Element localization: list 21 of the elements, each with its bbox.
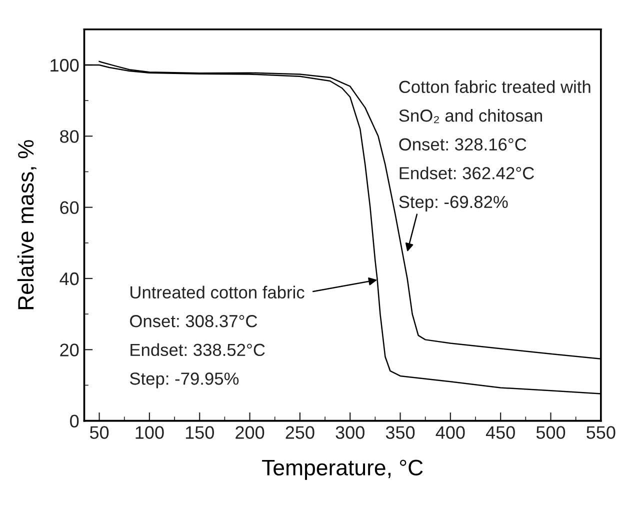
y-tick-label: 40: [60, 272, 79, 286]
x-tick-label: 550: [586, 426, 616, 439]
x-tick-label: 500: [536, 426, 566, 439]
x-tick-label: 200: [236, 426, 264, 439]
y-tick-label: 80: [60, 130, 79, 143]
x-tick-label: 450: [486, 426, 515, 439]
y-tick-label: 0: [70, 414, 79, 428]
x-tick-label: 400: [436, 426, 465, 439]
x-tick-label: 100: [136, 426, 164, 439]
x-tick-label: 300: [336, 426, 364, 439]
y-axis-title: Relative mass, %: [17, 140, 36, 310]
y-tick-label: 20: [60, 344, 79, 356]
x-axis-title: Temperature, °C: [262, 460, 423, 480]
x-tick-label: 150: [186, 426, 214, 439]
x-tick-label: 350: [386, 426, 415, 439]
y-tick-label: 100: [50, 58, 79, 72]
x-tick-label: 50: [90, 426, 109, 439]
annotation: Untreated cotton fabric Onset: 308.37°C Endset: 338.52°C Step: -79.95%: [130, 286, 304, 388]
x-tick-label: 250: [286, 426, 314, 439]
annotation: Cotton fabric treated with SnO₂ and chitosan Onset: 328.16°C Endset: 362.42°C Step: -69.82%: [399, 80, 590, 212]
y-tick-label: 60: [60, 201, 79, 214]
